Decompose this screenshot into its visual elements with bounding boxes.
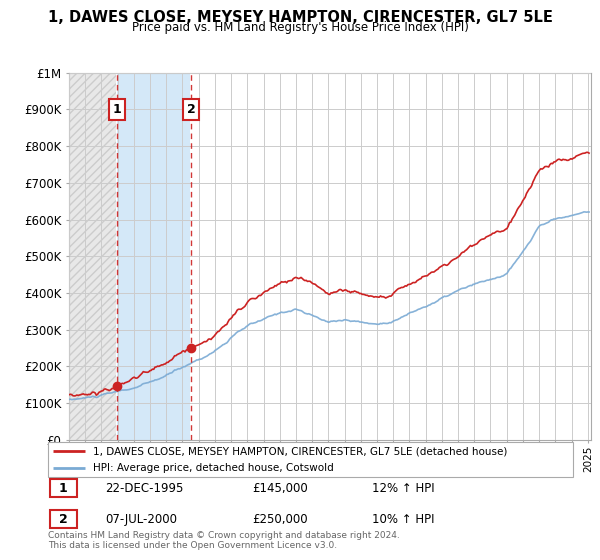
- Text: 07-JUL-2000: 07-JUL-2000: [105, 512, 177, 526]
- Text: 2: 2: [59, 512, 67, 526]
- Text: £145,000: £145,000: [252, 482, 308, 495]
- Text: Price paid vs. HM Land Registry's House Price Index (HPI): Price paid vs. HM Land Registry's House …: [131, 21, 469, 34]
- Text: £250,000: £250,000: [252, 512, 308, 526]
- Text: 12% ↑ HPI: 12% ↑ HPI: [372, 482, 434, 495]
- Text: 1: 1: [59, 482, 67, 495]
- Text: 1, DAWES CLOSE, MEYSEY HAMPTON, CIRENCESTER, GL7 5LE (detached house): 1, DAWES CLOSE, MEYSEY HAMPTON, CIRENCES…: [92, 446, 507, 456]
- Text: Contains HM Land Registry data © Crown copyright and database right 2024.
This d: Contains HM Land Registry data © Crown c…: [48, 530, 400, 550]
- Text: 22-DEC-1995: 22-DEC-1995: [105, 482, 184, 495]
- Text: HPI: Average price, detached house, Cotswold: HPI: Average price, detached house, Cots…: [92, 464, 334, 473]
- Text: 10% ↑ HPI: 10% ↑ HPI: [372, 512, 434, 526]
- Text: 1: 1: [113, 103, 122, 116]
- Text: 2: 2: [187, 103, 195, 116]
- Text: 1, DAWES CLOSE, MEYSEY HAMPTON, CIRENCESTER, GL7 5LE: 1, DAWES CLOSE, MEYSEY HAMPTON, CIRENCES…: [47, 10, 553, 25]
